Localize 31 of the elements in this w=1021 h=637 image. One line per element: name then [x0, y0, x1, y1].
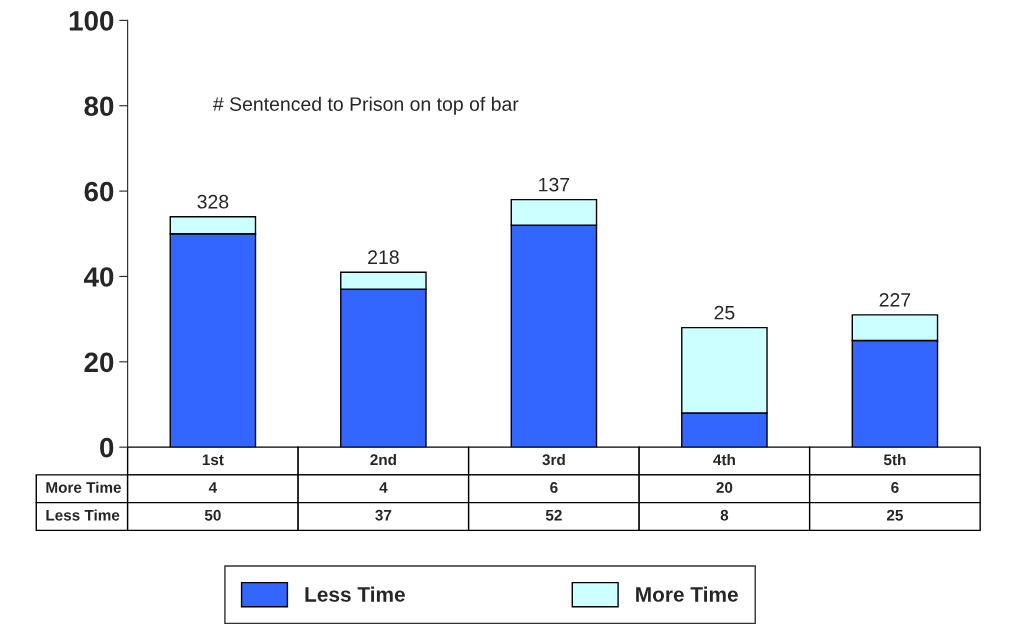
annotation: 328: [197, 194, 229, 209]
text: Less Time: [46, 509, 120, 521]
data-label: 8: [720, 509, 729, 521]
x-tick-label: 1st: [202, 454, 224, 466]
data-label: 6: [891, 482, 899, 493]
x-tick-label: 4th: [713, 453, 735, 466]
y-tick-label: 60: [84, 181, 114, 202]
data-label: 25: [886, 509, 903, 521]
data-label: 6: [550, 482, 558, 493]
text: More Time: [46, 481, 122, 493]
y-tick-label: 20: [84, 352, 114, 373]
x-tick-label: 2nd: [370, 453, 396, 466]
y-tick-label: 100: [69, 11, 114, 31]
annotation: 227: [879, 292, 911, 307]
legend-label: Less Time: [305, 586, 405, 602]
annotation: 25: [714, 305, 735, 320]
data-label: 52: [545, 509, 562, 521]
annotation: 218: [368, 250, 399, 265]
data-label: 20: [716, 482, 733, 493]
legend-label: More Time: [636, 586, 738, 602]
y-tick-label: 0: [100, 437, 114, 458]
data-label: 37: [375, 509, 392, 521]
annotation: 137: [539, 177, 570, 192]
data-label: 50: [204, 509, 221, 521]
x-tick-label: 3rd: [542, 453, 565, 466]
data-label: 4: [379, 482, 388, 493]
y-tick-label: 40: [83, 267, 114, 287]
y-tick-label: 80: [84, 96, 114, 117]
annotation: # Sentenced to Prison on top of bar: [212, 96, 519, 115]
data-label: 4: [208, 482, 218, 493]
x-tick-label: 5th: [883, 453, 906, 466]
